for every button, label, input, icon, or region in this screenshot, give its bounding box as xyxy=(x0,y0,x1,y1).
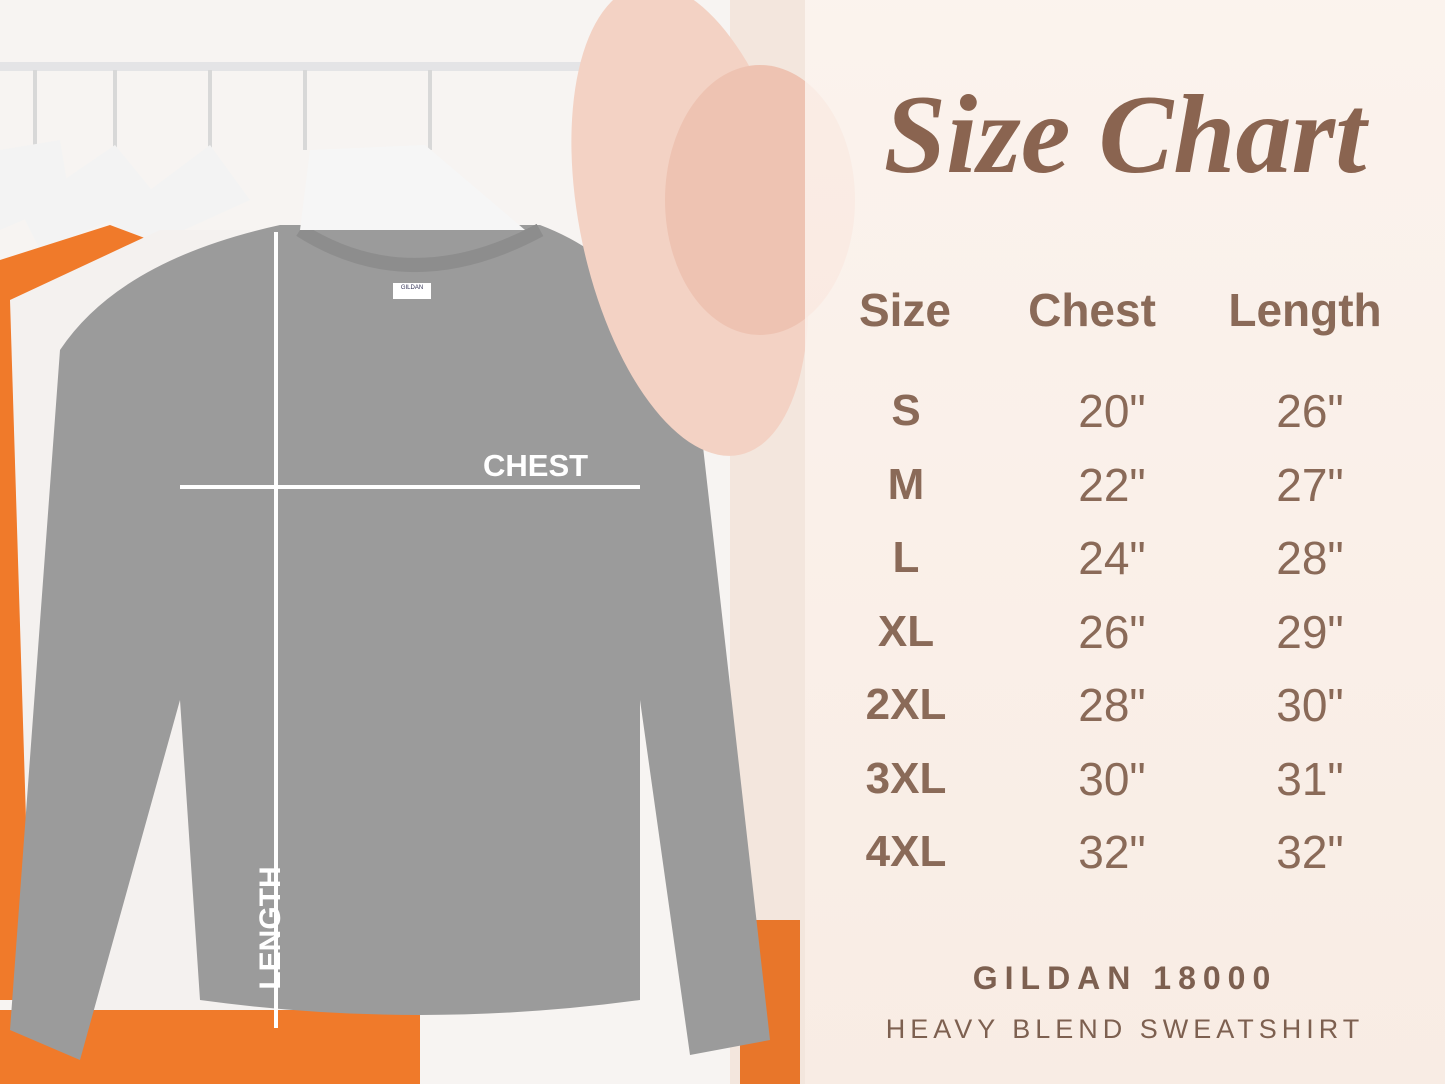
row-size: 4XL xyxy=(865,827,947,876)
header-size: Size xyxy=(858,284,952,336)
chest-label: CHEST xyxy=(483,448,589,483)
row-length: 31" xyxy=(1276,752,1344,805)
clothing-rail xyxy=(0,62,600,71)
row-chest: 32" xyxy=(1078,826,1146,878)
size-chart-panel xyxy=(805,0,1445,1084)
header-chest: Chest xyxy=(1028,284,1156,336)
sweatshirt xyxy=(10,225,770,1060)
row-chest: 20" xyxy=(1078,385,1146,437)
row-size: M xyxy=(887,459,925,509)
row-length: 32" xyxy=(1276,826,1344,878)
row-size: S xyxy=(891,386,921,435)
row-length: 29" xyxy=(1276,605,1344,658)
product-label: HEAVY BLEND SWEATSHIRT xyxy=(885,1014,1365,1044)
row-length: 26" xyxy=(1276,385,1344,437)
row-size: XL xyxy=(877,606,935,656)
row-size: 2XL xyxy=(865,680,947,729)
row-chest: 26" xyxy=(1078,605,1146,658)
row-length: 30" xyxy=(1276,679,1344,731)
row-length: 27" xyxy=(1276,458,1344,511)
row-size: L xyxy=(892,533,920,582)
length-label: LENGTH xyxy=(254,866,287,990)
page-title: Size Chart xyxy=(883,73,1367,197)
row-chest: 24" xyxy=(1078,532,1146,584)
header-length: Length xyxy=(1228,284,1382,336)
brand-label: GILDAN 18000 xyxy=(972,960,1278,996)
row-size: 3XL xyxy=(865,753,947,803)
row-chest: 30" xyxy=(1078,752,1146,805)
collar-tag: GILDAN xyxy=(393,283,431,299)
row-chest: 22" xyxy=(1078,458,1146,511)
row-length: 28" xyxy=(1276,532,1344,584)
row-chest: 28" xyxy=(1078,679,1146,731)
